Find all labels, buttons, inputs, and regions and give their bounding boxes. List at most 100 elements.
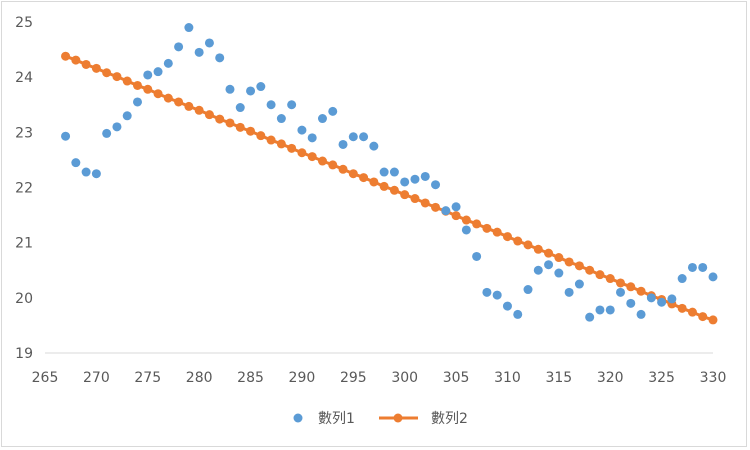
series-2-marker <box>174 97 184 107</box>
x-tick-label: 330 <box>700 370 727 386</box>
series-1-point <box>225 84 235 94</box>
series-2-marker <box>431 202 441 212</box>
series-1-point <box>328 106 338 116</box>
series-1-point <box>677 274 687 284</box>
series-1-point <box>81 167 91 177</box>
series-2-marker <box>687 307 697 317</box>
series-2-marker <box>708 315 718 325</box>
series-2-marker <box>585 265 595 275</box>
series-1-point <box>174 42 184 52</box>
legend-marker-series-1 <box>293 413 303 423</box>
series-2-marker <box>163 93 173 103</box>
series-2-marker <box>256 131 266 141</box>
y-tick-label: 19 <box>15 346 33 362</box>
series-1-point <box>708 272 718 282</box>
x-tick-label: 320 <box>597 370 624 386</box>
series-2-marker <box>605 274 615 284</box>
series-2-marker <box>204 110 214 120</box>
x-tick-labels: 265 270 275 280 285 290 295 300 305 310 315 320 325 3… <box>32 370 727 386</box>
series-1-point <box>698 262 708 272</box>
series-1-point <box>61 131 71 141</box>
series-2-marker <box>379 181 389 191</box>
x-tick-label: 295 <box>340 370 367 386</box>
series-2-marker <box>348 169 358 179</box>
series-1-point <box>389 167 399 177</box>
series-1-point <box>687 262 697 272</box>
y-tick-label: 22 <box>15 181 33 197</box>
x-tick-label: 310 <box>494 370 521 386</box>
series-1-point <box>472 251 482 261</box>
series-1-point <box>91 169 101 179</box>
series-2-marker <box>266 135 276 145</box>
series-2-trend-line <box>65 54 714 322</box>
series-1-point <box>533 265 543 275</box>
series-2-marker <box>369 177 379 187</box>
series-1-point <box>348 132 358 142</box>
series-2-marker <box>194 105 204 115</box>
series-1-point <box>215 53 225 63</box>
series-1-points <box>61 23 718 322</box>
series-1-point <box>71 158 81 168</box>
series-1-point <box>492 290 502 300</box>
series-1-point <box>585 312 595 322</box>
series-2-marker <box>420 198 430 208</box>
series-1-point <box>276 114 286 124</box>
series-1-point <box>246 86 256 96</box>
series-2-marker <box>61 51 71 61</box>
series-2-marker <box>564 257 574 267</box>
x-tick-label: 280 <box>186 370 213 386</box>
series-2-marker <box>533 244 543 254</box>
series-2-marker <box>698 312 708 322</box>
series-1-point <box>235 103 245 113</box>
series-1-point <box>461 225 471 235</box>
series-2-marker <box>91 63 101 73</box>
series-1-point <box>482 287 492 297</box>
series-1-point <box>554 268 564 278</box>
series-1-point <box>410 174 420 184</box>
series-2-marker <box>215 114 225 124</box>
series-2-marker <box>287 143 297 153</box>
series-1-point <box>379 167 389 177</box>
series-2-marker <box>554 253 564 263</box>
y-tick-labels: 19 20 21 22 23 24 25 <box>15 15 33 362</box>
series-2-marker <box>246 126 256 136</box>
series-1-point <box>369 141 379 151</box>
series-1-point <box>636 309 646 319</box>
x-tick-label: 265 <box>32 370 59 386</box>
series-2-marker <box>359 173 369 183</box>
series-2-marker <box>472 219 482 229</box>
series-2-marker <box>389 185 399 195</box>
series-1-point <box>256 82 266 92</box>
series-2-marker <box>153 89 163 99</box>
x-tick-label: 305 <box>443 370 470 386</box>
series-1-point <box>657 297 667 307</box>
x-tick-label: 285 <box>237 370 264 386</box>
x-tick-label: 315 <box>545 370 572 386</box>
series-1-point <box>667 294 677 304</box>
series-1-point <box>287 100 297 110</box>
series-2-marker <box>317 156 327 166</box>
y-tick-label: 24 <box>15 70 33 86</box>
series-1-point <box>204 38 214 48</box>
series-1-point <box>400 177 410 187</box>
series-2-marker <box>677 303 687 313</box>
series-2-marker <box>400 190 410 200</box>
series-1-point <box>297 125 307 135</box>
y-tick-label: 20 <box>15 291 33 307</box>
series-1-point <box>153 67 163 77</box>
series-1-point <box>451 202 461 212</box>
series-1-point <box>513 309 523 319</box>
series-1-point <box>266 100 276 110</box>
series-1-point <box>143 70 153 80</box>
series-2-marker <box>307 152 317 162</box>
series-1-point <box>523 285 533 295</box>
series-1-point <box>605 305 615 315</box>
series-1-point <box>616 287 626 297</box>
series-1-point <box>132 97 142 107</box>
series-1-point <box>441 206 451 216</box>
y-tick-label: 23 <box>15 125 33 141</box>
series-2-marker <box>81 59 91 69</box>
series-1-point <box>163 58 173 68</box>
